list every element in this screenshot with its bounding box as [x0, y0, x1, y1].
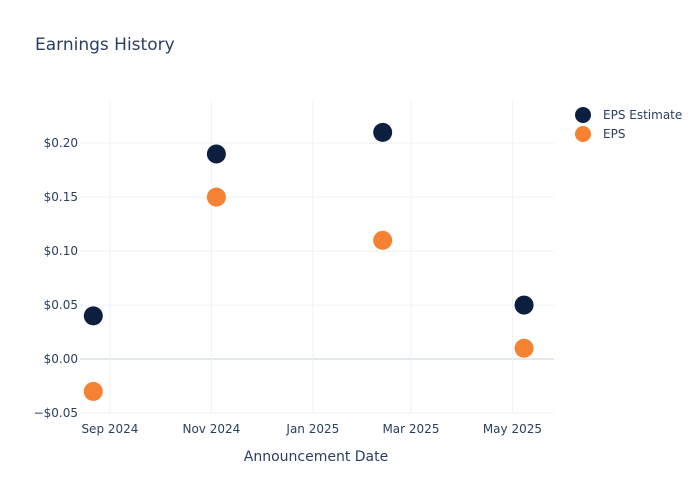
y-tick-label: −$0.05 — [34, 406, 78, 420]
x-tick-label: Jan 2025 — [285, 422, 339, 436]
legend-item-eps-estimate[interactable]: EPS Estimate — [575, 107, 682, 123]
chart-title: Earnings History — [35, 35, 175, 55]
legend-item-eps[interactable]: EPS — [575, 126, 625, 142]
x-tick-label: Mar 2025 — [382, 422, 439, 436]
y-tick-label: $0.00 — [44, 352, 78, 366]
eps-point[interactable] — [83, 381, 103, 401]
legend-label: EPS Estimate — [603, 108, 682, 122]
eps-estimate-point[interactable] — [206, 144, 226, 164]
x-tick-label: Nov 2024 — [182, 422, 240, 436]
legend-label: EPS — [603, 127, 625, 141]
y-tick-label: $0.10 — [44, 244, 78, 258]
y-tick-label: $0.15 — [44, 190, 78, 204]
data-points[interactable] — [83, 122, 534, 401]
legend-marker — [575, 107, 591, 123]
y-tick-label: $0.05 — [44, 298, 78, 312]
x-tick-label: May 2025 — [483, 422, 542, 436]
y-tick-label: $0.20 — [44, 136, 78, 150]
legend-marker — [575, 126, 591, 142]
grid — [80, 100, 554, 414]
eps-estimate-point[interactable] — [83, 306, 103, 326]
eps-point[interactable] — [206, 187, 226, 207]
eps-point[interactable] — [514, 338, 534, 358]
x-axis-title: Announcement Date — [244, 449, 388, 465]
legend[interactable]: EPS Estimate EPS — [575, 107, 682, 142]
x-axis-ticks: Sep 2024 Nov 2024 Jan 2025 Mar 2025 May 2025 — [81, 422, 542, 436]
y-axis-ticks: −$0.05 $0.00 $0.05 $0.10 $0.15 $0.20 — [34, 136, 78, 420]
x-tick-label: Sep 2024 — [81, 422, 138, 436]
eps-estimate-point[interactable] — [373, 122, 393, 142]
eps-point[interactable] — [373, 230, 393, 250]
eps-estimate-point[interactable] — [514, 295, 534, 315]
